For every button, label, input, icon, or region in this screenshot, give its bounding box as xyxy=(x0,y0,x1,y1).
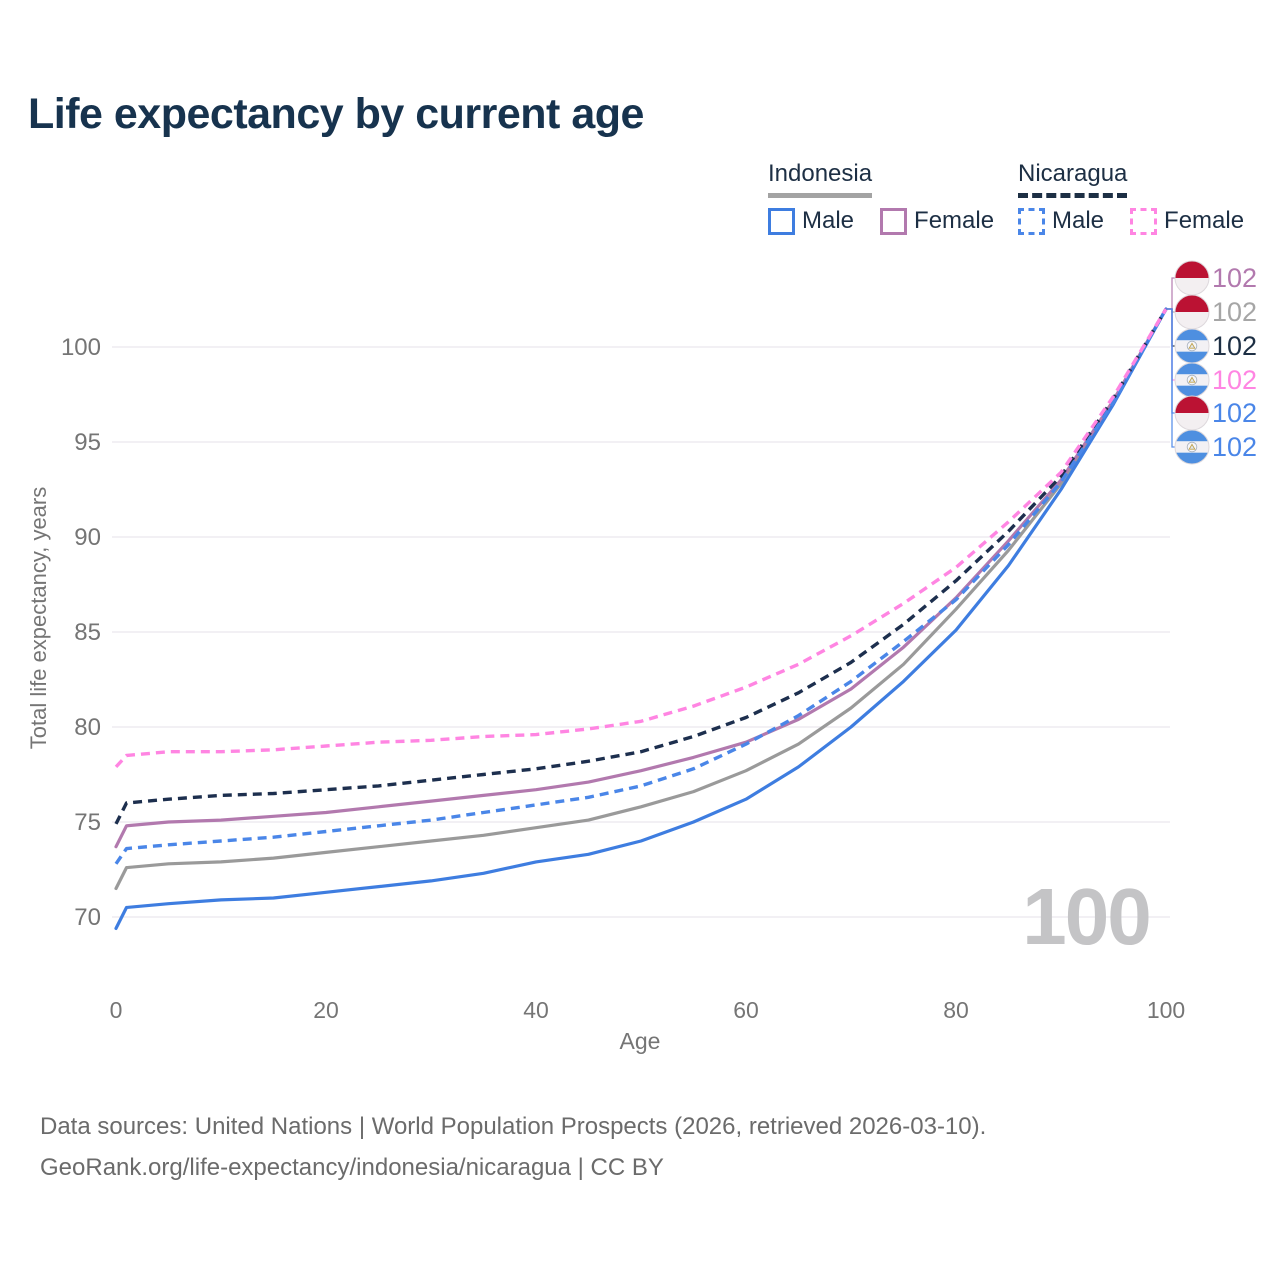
svg-text:80: 80 xyxy=(943,997,969,1023)
svg-text:60: 60 xyxy=(733,997,759,1023)
series-line-nicaragua-female[interactable] xyxy=(114,308,1168,769)
series-line-nicaragua-total[interactable] xyxy=(114,308,1168,825)
indonesia-flag-icon xyxy=(1175,261,1209,295)
legend: Indonesia Male Female Nicaragua Male Fem… xyxy=(0,0,1280,250)
series-line-indonesia-total[interactable] xyxy=(114,307,1168,891)
nicaragua-flag-icon xyxy=(1175,430,1209,464)
footer-attribution-link: GeoRank.org/life-expectancy/indonesia/ni… xyxy=(40,1154,664,1181)
svg-text:70: 70 xyxy=(74,904,101,931)
y-axis-tick-labels: 70 75 80 85 90 95 100 xyxy=(61,334,101,931)
legend-item-indonesia-female[interactable]: Female xyxy=(880,207,994,235)
legend-item-nicaragua-male[interactable]: Male xyxy=(1018,207,1104,235)
indonesia-male-swatch-icon xyxy=(768,207,795,235)
y-axis-title: Total life expectancy, years xyxy=(26,487,51,750)
series-line-indonesia-female[interactable] xyxy=(114,307,1168,849)
indonesia-flag-icon xyxy=(1175,295,1209,329)
svg-text:75: 75 xyxy=(74,809,101,836)
svg-text:100: 100 xyxy=(1147,997,1185,1023)
end-label-value: 102 xyxy=(1212,365,1257,395)
svg-text:85: 85 xyxy=(74,619,101,646)
nicaragua-flag-icon xyxy=(1175,363,1209,397)
end-label-value: 102 xyxy=(1212,398,1257,428)
end-label-value: 102 xyxy=(1212,331,1257,361)
nicaragua-flag-icon xyxy=(1175,329,1209,363)
svg-text:95: 95 xyxy=(74,429,101,456)
series-line-nicaragua-male[interactable] xyxy=(114,308,1168,865)
gridlines xyxy=(112,346,1170,918)
legend-group-indonesia: Indonesia Male Female xyxy=(768,160,994,235)
svg-text:20: 20 xyxy=(313,997,339,1023)
legend-country-indonesia[interactable]: Indonesia xyxy=(768,160,873,198)
legend-item-label: Male xyxy=(802,207,855,234)
svg-text:90: 90 xyxy=(74,524,101,551)
current-age-watermark: 100 xyxy=(1022,872,1149,961)
end-label-value: 102 xyxy=(1212,432,1257,462)
svg-text:100: 100 xyxy=(61,334,101,361)
x-axis-tick-labels: 0 20 40 60 80 100 xyxy=(110,997,1186,1023)
svg-text:40: 40 xyxy=(523,997,549,1023)
legend-item-label: Male xyxy=(1052,207,1105,234)
svg-text:0: 0 xyxy=(110,997,123,1023)
footer: Data sources: United Nations | World Pop… xyxy=(40,1106,986,1188)
svg-text:80: 80 xyxy=(74,714,101,741)
legend-item-nicaragua-female[interactable]: Female xyxy=(1130,207,1244,235)
legend-item-label: Female xyxy=(914,207,995,234)
nicaragua-female-swatch-icon xyxy=(1130,207,1158,235)
series-line-indonesia-male[interactable] xyxy=(114,307,1168,931)
legend-group-nicaragua: Nicaragua Male Female xyxy=(1018,160,1244,235)
nicaragua-male-swatch-icon xyxy=(1018,207,1045,235)
legend-item-label: Female xyxy=(1164,207,1245,234)
indonesia-female-swatch-icon xyxy=(880,207,908,235)
end-label-value: 102 xyxy=(1212,297,1257,327)
end-label-value: 102 xyxy=(1212,263,1257,293)
legend-country-nicaragua[interactable]: Nicaragua xyxy=(1018,160,1128,198)
page-title: Life expectancy by current age xyxy=(28,90,644,138)
indonesia-flag-icon xyxy=(1175,396,1209,430)
footer-data-sources: Data sources: United Nations | World Pop… xyxy=(40,1113,987,1140)
legend-item-indonesia-male[interactable]: Male xyxy=(768,207,854,235)
x-axis-title: Age xyxy=(620,1028,661,1054)
